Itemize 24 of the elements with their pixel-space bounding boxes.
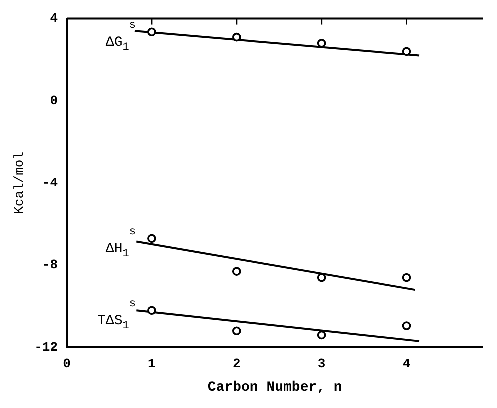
y-tick-label: 0 [50, 93, 58, 108]
point [232, 326, 242, 336]
point [148, 306, 156, 316]
x-tick-label: 3 [318, 356, 326, 372]
y-tick-label: -4 [42, 175, 58, 190]
y-tick-label: -12 [34, 340, 58, 355]
point [402, 322, 412, 330]
y-axis-title: Kcal/mol [12, 152, 28, 214]
x-tick-label: 4 [402, 356, 411, 372]
point [232, 32, 242, 42]
point [148, 234, 156, 244]
y-tick-label: -8 [42, 258, 58, 273]
x-axis-title: Carbon Number, n [208, 380, 342, 396]
point [317, 39, 326, 48]
point [232, 267, 242, 276]
point [402, 47, 412, 56]
point [148, 28, 156, 37]
point [317, 330, 326, 340]
x-tick-label: 0 [63, 356, 72, 372]
y-tick-label: 4 [50, 11, 58, 26]
x-tick-label: 2 [232, 356, 241, 372]
point [402, 273, 412, 282]
x-tick-label: 1 [148, 356, 156, 372]
point [317, 273, 326, 282]
